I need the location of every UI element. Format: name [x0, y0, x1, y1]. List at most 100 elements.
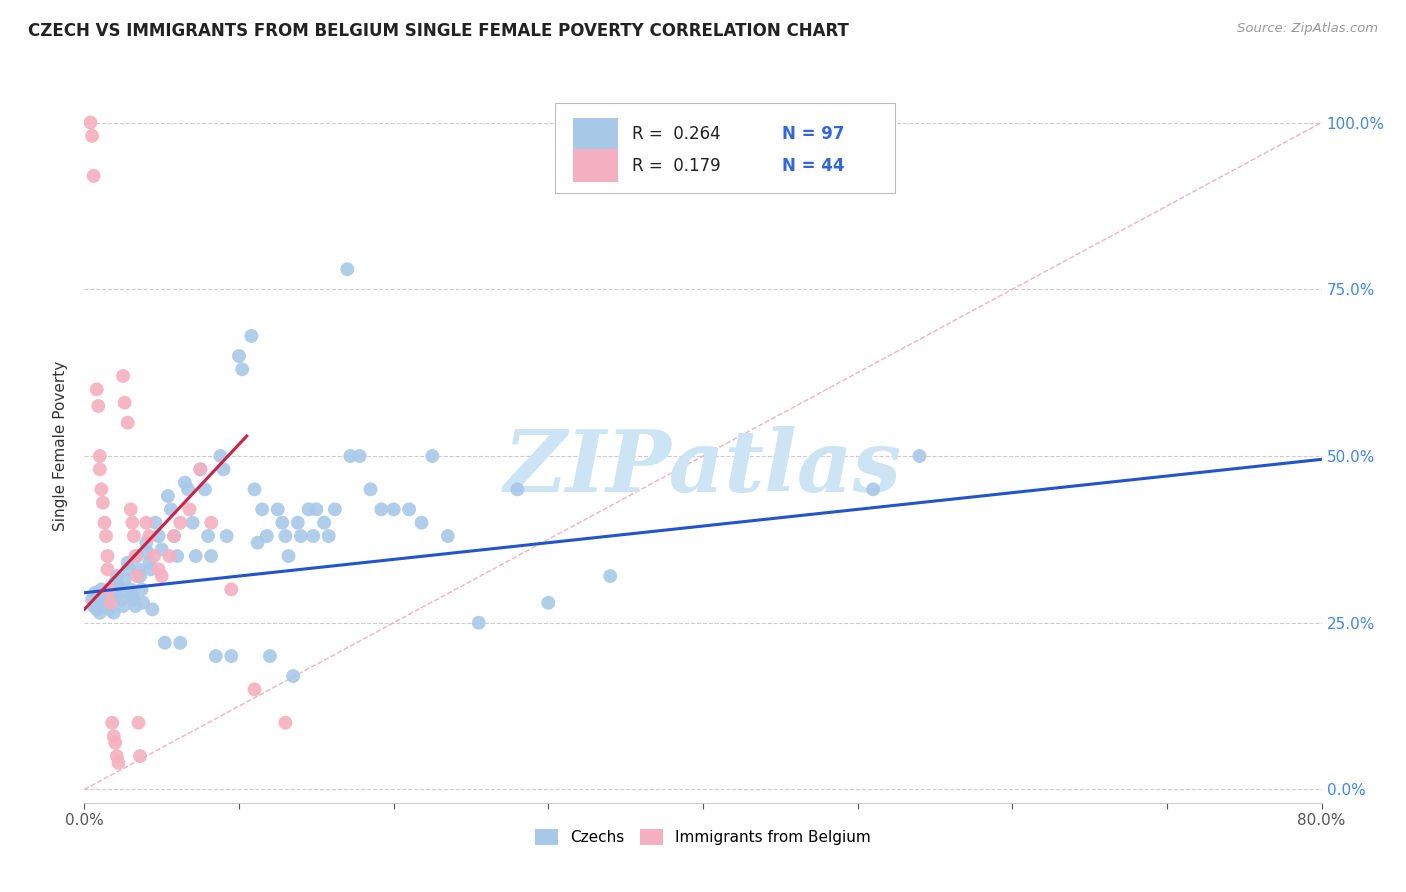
Point	[131, 582, 153, 597]
Point	[83, 169, 105, 183]
Point	[200, 549, 222, 563]
Text: N = 44: N = 44	[782, 157, 845, 175]
Point	[246, 535, 269, 549]
Point	[243, 483, 266, 497]
Point	[339, 449, 361, 463]
Point	[93, 599, 115, 613]
Point	[79, 115, 101, 129]
Point	[84, 585, 107, 599]
Point	[83, 599, 105, 613]
Point	[181, 516, 204, 530]
Point	[89, 462, 111, 476]
Point	[219, 582, 242, 597]
Point	[124, 549, 146, 563]
Point	[105, 569, 128, 583]
Point	[112, 599, 135, 613]
Point	[91, 496, 114, 510]
Point	[212, 462, 235, 476]
Point	[398, 502, 420, 516]
Point	[209, 449, 232, 463]
Point	[197, 529, 219, 543]
Point	[302, 529, 325, 543]
Point	[114, 395, 136, 409]
Point	[117, 556, 139, 570]
Point	[163, 529, 186, 543]
Point	[132, 596, 155, 610]
Point	[188, 462, 211, 476]
Point	[256, 529, 278, 543]
Point	[271, 516, 294, 530]
Point	[150, 542, 173, 557]
Point	[121, 589, 143, 603]
Point	[103, 729, 125, 743]
Point	[104, 736, 127, 750]
Point	[82, 592, 104, 607]
Point	[98, 602, 121, 616]
Point	[120, 502, 142, 516]
FancyBboxPatch shape	[574, 118, 617, 151]
Point	[135, 516, 157, 530]
Text: Source: ZipAtlas.com: Source: ZipAtlas.com	[1237, 22, 1378, 36]
Text: N = 97: N = 97	[782, 125, 845, 143]
Point	[89, 589, 111, 603]
Point	[127, 562, 149, 576]
Point	[153, 636, 176, 650]
Point	[166, 549, 188, 563]
Point	[96, 596, 118, 610]
Point	[100, 596, 122, 610]
Point	[177, 483, 200, 497]
Point	[422, 449, 444, 463]
Point	[411, 516, 433, 530]
Point	[231, 362, 253, 376]
Point	[101, 715, 124, 730]
Point	[114, 573, 136, 587]
Point	[90, 582, 112, 597]
Point	[105, 749, 128, 764]
Point	[336, 262, 359, 277]
Point	[274, 715, 297, 730]
Point	[240, 329, 263, 343]
Point	[110, 592, 132, 607]
Point	[87, 399, 110, 413]
Text: R =  0.179: R = 0.179	[633, 157, 721, 175]
Point	[108, 585, 131, 599]
Point	[908, 449, 931, 463]
Point	[120, 582, 142, 597]
Point	[506, 483, 529, 497]
Text: CZECH VS IMMIGRANTS FROM BELGIUM SINGLE FEMALE POVERTY CORRELATION CHART: CZECH VS IMMIGRANTS FROM BELGIUM SINGLE …	[28, 22, 849, 40]
Point	[141, 602, 163, 616]
Text: R =  0.264: R = 0.264	[633, 125, 721, 143]
Point	[274, 529, 297, 543]
Point	[138, 529, 160, 543]
Point	[267, 502, 290, 516]
Point	[103, 606, 125, 620]
Point	[537, 596, 560, 610]
Point	[243, 682, 266, 697]
Y-axis label: Single Female Poverty: Single Female Poverty	[53, 361, 69, 531]
Point	[107, 756, 129, 770]
Point	[100, 582, 122, 597]
Point	[160, 502, 183, 516]
Point	[90, 483, 112, 497]
Point	[112, 368, 135, 383]
Text: ZIPatlas: ZIPatlas	[503, 425, 903, 509]
Point	[323, 502, 346, 516]
Point	[86, 382, 108, 396]
Point	[862, 483, 884, 497]
Point	[148, 562, 170, 576]
Point	[281, 669, 305, 683]
Point	[205, 649, 228, 664]
Point	[599, 569, 621, 583]
Point	[318, 529, 340, 543]
Point	[169, 636, 191, 650]
Point	[436, 529, 458, 543]
Point	[117, 416, 139, 430]
Point	[122, 592, 145, 607]
Point	[169, 516, 191, 530]
Point	[188, 462, 211, 476]
Point	[194, 483, 217, 497]
Point	[159, 549, 180, 563]
Point	[150, 569, 173, 583]
Point	[156, 489, 179, 503]
Point	[87, 596, 110, 610]
